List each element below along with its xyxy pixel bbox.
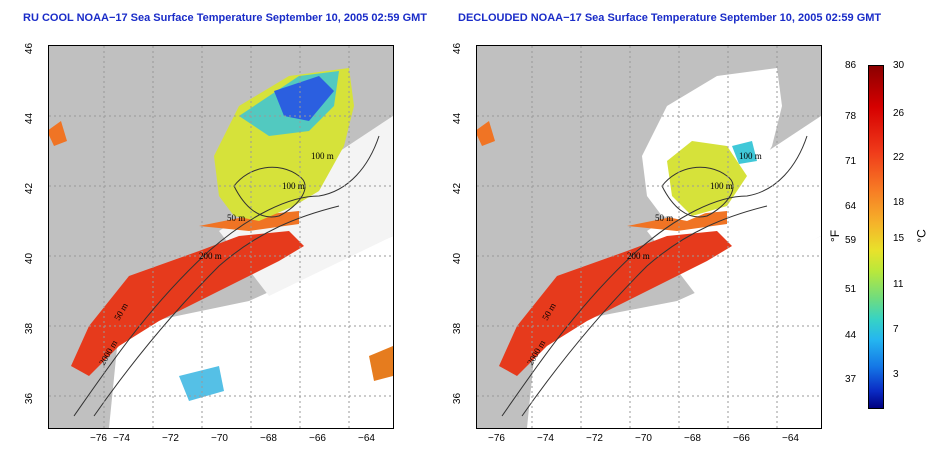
y-tick-label: 40	[452, 252, 464, 265]
x-tick-label: −76	[488, 433, 505, 444]
x-tick-label: −66	[733, 433, 750, 444]
y-tick-label: 42	[24, 182, 36, 195]
x-tick-label: −74	[113, 433, 130, 444]
contour-label: 200 m	[199, 251, 222, 261]
x-tick-label: −70	[635, 433, 652, 444]
x-tick-label: −72	[162, 433, 179, 444]
warm-water-region	[477, 121, 495, 146]
y-tick-label: 46	[452, 42, 464, 55]
celsius-tick: 7	[893, 324, 899, 335]
contour-label: 100 m	[282, 181, 305, 191]
y-tick-label: 44	[452, 112, 464, 125]
celsius-tick: 26	[893, 108, 905, 119]
contour-label: 50 m	[655, 213, 673, 223]
left-map-title: RU COOL NOAA−17 Sea Surface Temperature …	[23, 12, 428, 24]
contour-line	[521, 205, 768, 417]
temperature-colorbar	[868, 65, 884, 409]
fahrenheit-tick: 37	[845, 374, 857, 385]
celsius-tick: 22	[893, 152, 905, 163]
cloud-mask	[527, 236, 821, 428]
x-tick-label: −68	[260, 433, 277, 444]
fahrenheit-tick: 51	[845, 284, 857, 295]
right-map-title: DECLOUDED NOAA−17 Sea Surface Temperatur…	[458, 12, 882, 24]
y-tick-label: 44	[24, 112, 36, 125]
celsius-tick: 30	[893, 60, 905, 71]
y-tick-label: 38	[452, 322, 464, 335]
left-sst-map: 100 m 100 m 50 m 200 m 50 m 2000 m	[48, 45, 394, 429]
celsius-unit-label: °C	[914, 229, 929, 243]
contour-label: 50 m	[227, 213, 245, 223]
x-tick-label: −64	[782, 433, 799, 444]
celsius-tick: 18	[893, 197, 905, 208]
y-tick-label: 36	[24, 392, 36, 405]
celsius-tick: 11	[893, 279, 904, 290]
fahrenheit-tick: 78	[845, 111, 857, 122]
fahrenheit-tick: 86	[845, 60, 857, 71]
contour-line	[661, 166, 734, 218]
fahrenheit-tick: 44	[845, 330, 857, 341]
contour-label: 100 m	[311, 151, 334, 161]
cool-water-region	[667, 141, 747, 216]
fahrenheit-tick: 59	[845, 235, 857, 246]
y-tick-label: 36	[452, 392, 464, 405]
x-tick-label: −74	[537, 433, 554, 444]
x-tick-label: −66	[309, 433, 326, 444]
celsius-tick: 15	[893, 233, 905, 244]
contour-label: 100 m	[710, 181, 733, 191]
y-tick-label: 40	[24, 252, 36, 265]
fahrenheit-tick: 64	[845, 201, 857, 212]
cold-water-region	[179, 366, 224, 401]
warm-water-region	[49, 121, 67, 146]
y-tick-label: 38	[24, 322, 36, 335]
contour-line	[93, 205, 340, 417]
y-tick-label: 46	[24, 42, 36, 55]
cool-water-region	[732, 141, 757, 164]
y-tick-label: 42	[452, 182, 464, 195]
contour-label: 100 m	[739, 151, 762, 161]
cold-water-region	[369, 346, 393, 381]
celsius-tick: 3	[893, 369, 899, 380]
warm-water-region	[71, 231, 304, 376]
cold-water-region	[274, 76, 334, 121]
contour-label: 200 m	[627, 251, 650, 261]
right-sst-map: 100 m 100 m 50 m 200 m 50 m 2000 m	[476, 45, 822, 429]
x-tick-label: −68	[684, 433, 701, 444]
x-tick-label: −72	[586, 433, 603, 444]
x-tick-label: −64	[358, 433, 375, 444]
fahrenheit-tick: 71	[845, 156, 857, 167]
warm-water-region	[499, 231, 732, 376]
x-tick-label: −70	[211, 433, 228, 444]
x-tick-label: −76	[90, 433, 107, 444]
contour-line	[233, 166, 306, 218]
fahrenheit-unit-label: °F	[828, 229, 843, 243]
